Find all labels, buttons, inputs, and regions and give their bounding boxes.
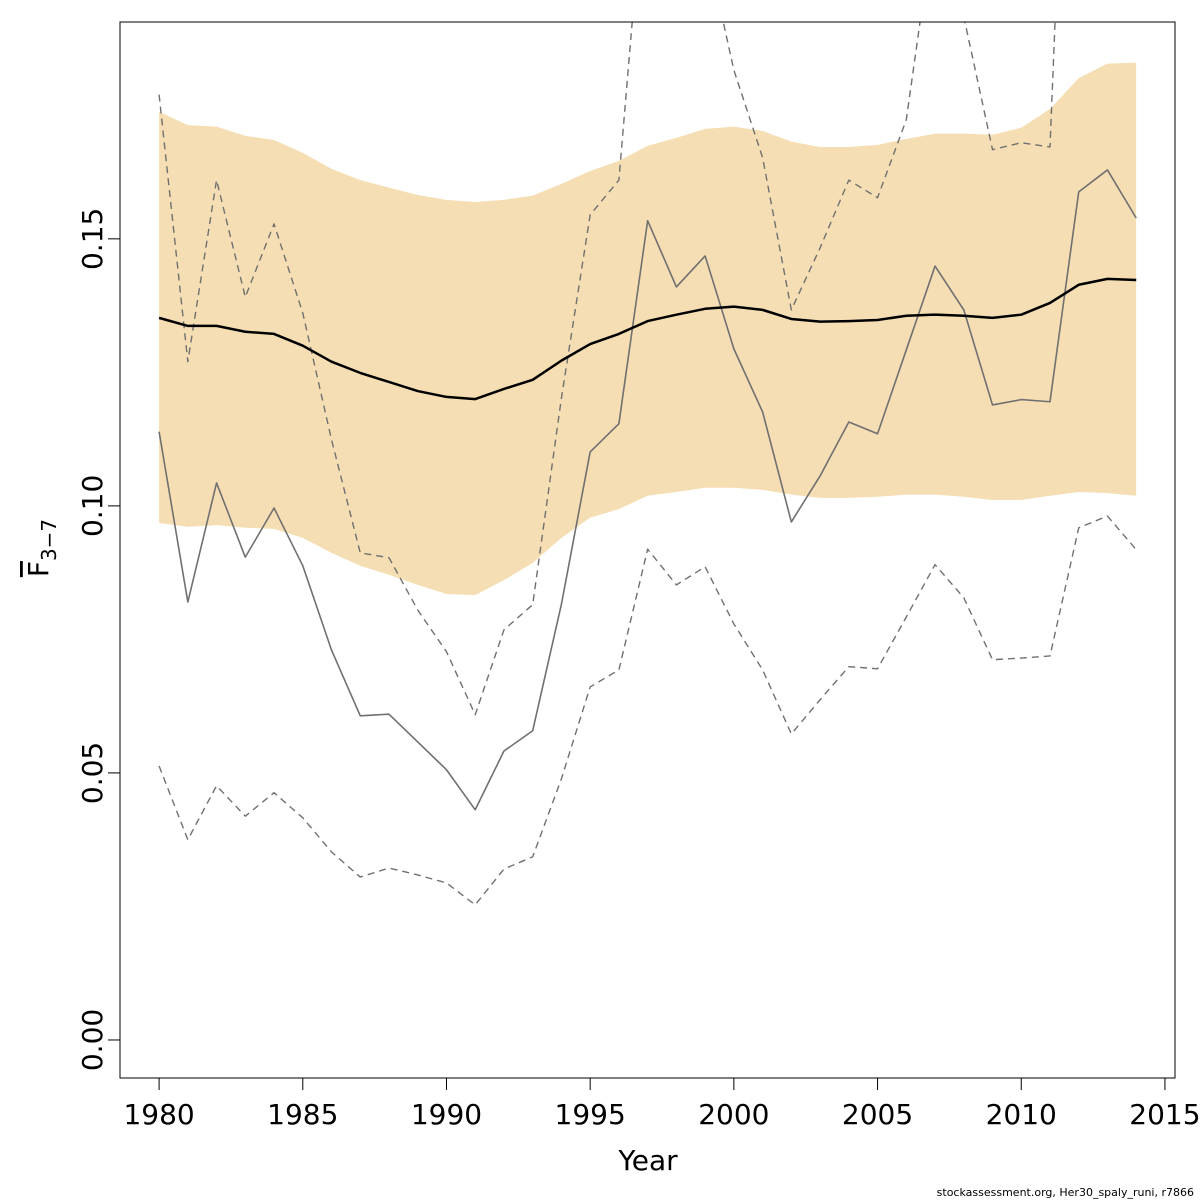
- x-tick-label: 2010: [986, 1098, 1057, 1131]
- footer: stockassessment.org, Her30_spaly_runi, r…: [937, 1186, 1194, 1199]
- y-tick-label: 0.05: [76, 742, 109, 804]
- y-tick-label: 0.10: [76, 475, 109, 537]
- plot-area: [158, 22, 1137, 906]
- series-line: [158, 277, 1137, 401]
- x-tick-label: 2015: [1129, 1098, 1200, 1131]
- x-tick-label: 1990: [411, 1098, 482, 1131]
- x-tick-label: 2005: [842, 1098, 913, 1131]
- confidence-band: [159, 62, 1137, 596]
- y-tick-label: 0.15: [76, 208, 109, 270]
- interval-line: [158, 22, 1056, 716]
- y-axis-label-sub: 3−7: [37, 519, 61, 561]
- x-tick-label: 2000: [698, 1098, 769, 1131]
- y-axis-label: F3−7: [22, 519, 61, 577]
- x-tick-label: 1980: [123, 1098, 194, 1131]
- y-tick-label-group: 0.00: [76, 1009, 109, 1071]
- y-tick-label: 0.00: [76, 1009, 109, 1071]
- y-tick-label-group: 0.15: [76, 208, 109, 270]
- x-tick-label: 1995: [555, 1098, 626, 1131]
- interval-line: [158, 515, 1137, 906]
- series-line: [158, 169, 1137, 811]
- x-tick-label: 1985: [267, 1098, 338, 1131]
- x-axis-label: Year: [617, 1144, 678, 1177]
- y-tick-label-group: 0.10: [76, 475, 109, 537]
- y-tick-label-group: 0.05: [76, 742, 109, 804]
- y-axis-label-text: F3−7: [22, 519, 61, 577]
- y-axis-label-main: F: [22, 561, 55, 577]
